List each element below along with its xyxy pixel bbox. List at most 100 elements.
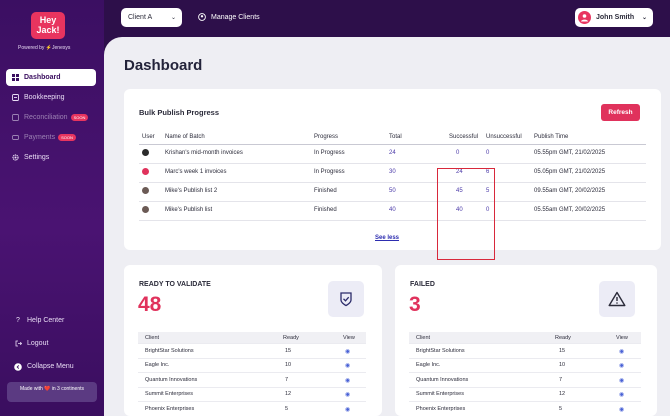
client-selector[interactable]: Client A ⌄ [121,8,182,27]
table-row[interactable]: Marc's week 1 invoices In Progress 30 24… [139,164,646,183]
table-row[interactable]: Quantum Innovations 7 ◉ [409,373,641,388]
column-header: Client [416,334,431,341]
column-header: View [343,334,355,341]
logout-link[interactable]: Logout [11,335,99,352]
batch-name: Krishan's mid-month invoices [165,150,243,156]
eye-icon[interactable]: ◉ [619,377,625,384]
ready-to-validate-card: READY TO VALIDATE 48 Client Ready View B… [124,265,382,416]
failed-value: 10 [559,362,566,368]
client-name: BrightStar Solutions [145,347,194,354]
table-row[interactable]: Krishan's mid-month invoices In Progress… [139,145,646,164]
client-name: Eagle Inc. [145,362,170,368]
hey-jack-logo[interactable]: Hey Jack! [31,12,65,39]
eye-icon[interactable]: ◉ [345,348,351,355]
user-avatar [142,168,149,175]
table-row[interactable]: Phoenix Enterprises 5 ◉ [409,402,641,416]
table-row[interactable]: Mike's Publish list 2 Finished 50 45 5 0… [139,183,646,202]
batch-unsuccessful: 5 [486,188,490,194]
client-name: BrightStar Solutions [416,347,465,354]
batch-publish-time: 05.55pm GMT, 21/02/2025 [534,150,606,156]
table-row[interactable]: Eagle Inc. 10 ◉ [138,359,366,373]
page-title: Dashboard [124,57,203,74]
column-header: Publish Time [534,134,569,140]
manage-clients-link[interactable]: Manage Clients [198,10,260,25]
column-header: Total [389,134,402,140]
batch-successful: 40 [456,207,463,213]
sidebar-item-label: Settings [24,154,50,161]
user-menu[interactable]: John Smith ⌄ [575,8,653,27]
column-header: Name of Batch [165,134,205,140]
table-row[interactable]: BrightStar Solutions 15 ◉ [409,344,641,359]
batch-unsuccessful: 6 [486,169,490,175]
made-with-banner: Made with ❤️ in 3 continents [7,382,97,402]
eye-icon[interactable]: ◉ [619,406,625,413]
client-selector-value: Client A [128,14,153,21]
ready-table: Client Ready View BrightStar Solutions 1… [138,332,366,416]
ready-value: 15 [285,347,292,354]
manage-clients-label: Manage Clients [211,14,260,21]
batch-progress: In Progress [314,150,345,156]
failed-table: Client Ready View BrightStar Solutions 1… [409,332,641,416]
batch-total: 50 [389,188,396,194]
table-header: Client Ready View [138,332,366,344]
table-row[interactable]: Mike's Publish list Finished 40 40 0 05.… [139,202,646,221]
column-header: Successful [449,134,479,140]
bulk-publish-title: Bulk Publish Progress [139,108,220,117]
ledger-icon [11,94,19,102]
failed-value: 12 [559,391,566,397]
collapse-icon [14,362,22,371]
client-name: Summit Enterprises [416,391,464,397]
table-row[interactable]: Summit Enterprises 12 ◉ [138,388,366,402]
eye-icon[interactable]: ◉ [619,392,625,398]
column-header: Ready [555,334,571,341]
ready-title: READY TO VALIDATE [139,281,211,288]
column-header: Client [145,334,160,341]
help-icon: ? [16,317,20,324]
table-row[interactable]: Summit Enterprises 12 ◉ [409,388,641,402]
sidebar-item-settings[interactable]: Settings [6,149,96,166]
column-header: View [616,334,628,341]
ready-value: 10 [285,362,292,368]
powered-by: Powered by ⚡Jenesys [18,45,71,51]
sidebar-item-payments[interactable]: Payments SOON [6,129,96,146]
user-avatar [142,149,149,156]
sidebar-item-label: Dashboard [24,74,61,81]
batch-progress: Finished [314,188,337,194]
eye-icon[interactable]: ◉ [345,363,351,369]
sidebar-item-reconciliation[interactable]: Reconciliation SOON [6,109,96,126]
eye-icon[interactable]: ◉ [345,392,351,398]
client-name: Summit Enterprises [145,391,193,397]
table-header: Client Ready View [409,332,641,344]
client-name: Quantum Innovations [416,376,469,383]
eye-icon[interactable]: ◉ [345,406,351,413]
sidebar-item-dashboard[interactable]: Dashboard [6,69,96,86]
reconcile-icon [11,114,19,122]
sidebar-item-bookkeeping[interactable]: Bookkeeping [6,89,96,106]
batch-name: Mike's Publish list 2 [165,188,218,194]
table-row[interactable]: Eagle Inc. 10 ◉ [409,359,641,373]
help-center-link[interactable]: ? Help Center [11,312,99,329]
user-avatar [142,206,149,213]
sidebar-bottom-nav: ? Help Center Logout Collapse Menu [11,312,99,381]
bulk-publish-table: User Name of Batch Progress Total Succes… [139,129,646,260]
eye-icon[interactable]: ◉ [619,363,625,369]
column-header: Ready [283,334,299,341]
ready-count: 48 [138,293,162,316]
refresh-button[interactable]: Refresh [601,104,640,121]
chevron-down-icon: ⌄ [641,15,647,21]
user-avatar [142,187,149,194]
failed-count: 3 [409,293,421,316]
batch-name: Mike's Publish list [165,207,213,213]
batch-progress: Finished [314,207,337,213]
table-row[interactable]: BrightStar Solutions 15 ◉ [138,344,366,359]
eye-icon[interactable]: ◉ [345,377,351,384]
table-row[interactable]: Quantum Innovations 7 ◉ [138,373,366,388]
client-name: Phoenix Enterprises [145,405,195,412]
collapse-menu-button[interactable]: Collapse Menu [11,358,99,375]
table-row[interactable]: Phoenix Enterprises 5 ◉ [138,402,366,416]
chevron-down-icon: ⌄ [170,15,176,21]
eye-icon[interactable]: ◉ [619,348,625,355]
see-less-link[interactable]: See less [375,235,400,241]
user-name: John Smith [596,14,635,21]
grid-icon [11,74,19,82]
